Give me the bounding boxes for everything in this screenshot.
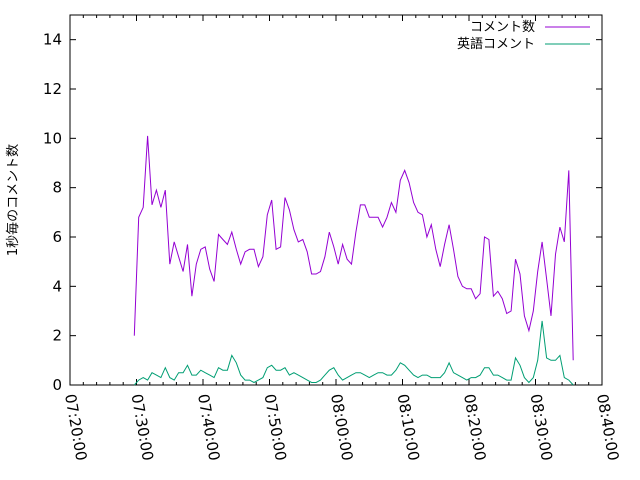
- x-tick-label: 08:00:00: [327, 393, 356, 462]
- legend-label: 英語コメント: [457, 36, 535, 52]
- y-tick-label: 6: [52, 228, 62, 246]
- plot-frame: [69, 14, 603, 386]
- y-tick-label: 0: [52, 376, 62, 394]
- series-line-1: [133, 135, 574, 361]
- x-tick-label: 08:20:00: [460, 393, 489, 462]
- legend-label: コメント数: [470, 20, 535, 35]
- x-tick-label: 08:40:00: [593, 393, 622, 462]
- y-tick-label: 10: [43, 129, 62, 147]
- plot-area: [69, 14, 603, 386]
- y-tick-label: 14: [43, 31, 62, 49]
- y-tick-label: 2: [52, 327, 62, 345]
- series-line-2: [133, 320, 574, 386]
- x-tick-label: 07:50:00: [261, 393, 290, 462]
- y-tick-label: 12: [43, 80, 62, 98]
- y-axis: 0 2 4 6 8 10 12 14: [43, 31, 602, 394]
- x-tick-label: 08:30:00: [527, 393, 556, 462]
- x-tick-label: 08:10:00: [394, 393, 423, 462]
- y-tick-label: 4: [52, 277, 62, 295]
- x-tick-label: 07:30:00: [128, 393, 157, 462]
- x-axis: 07:20:00 07:30:00 07:40:00 07:50:00 08:00:00…: [61, 15, 622, 462]
- y-tick-label: 8: [52, 179, 62, 197]
- series-lines: [133, 135, 574, 386]
- x-tick-label: 07:20:00: [61, 393, 90, 462]
- y-axis-label: 1秒毎のコメント数: [5, 144, 21, 256]
- x-tick-label: 07:40:00: [194, 393, 223, 462]
